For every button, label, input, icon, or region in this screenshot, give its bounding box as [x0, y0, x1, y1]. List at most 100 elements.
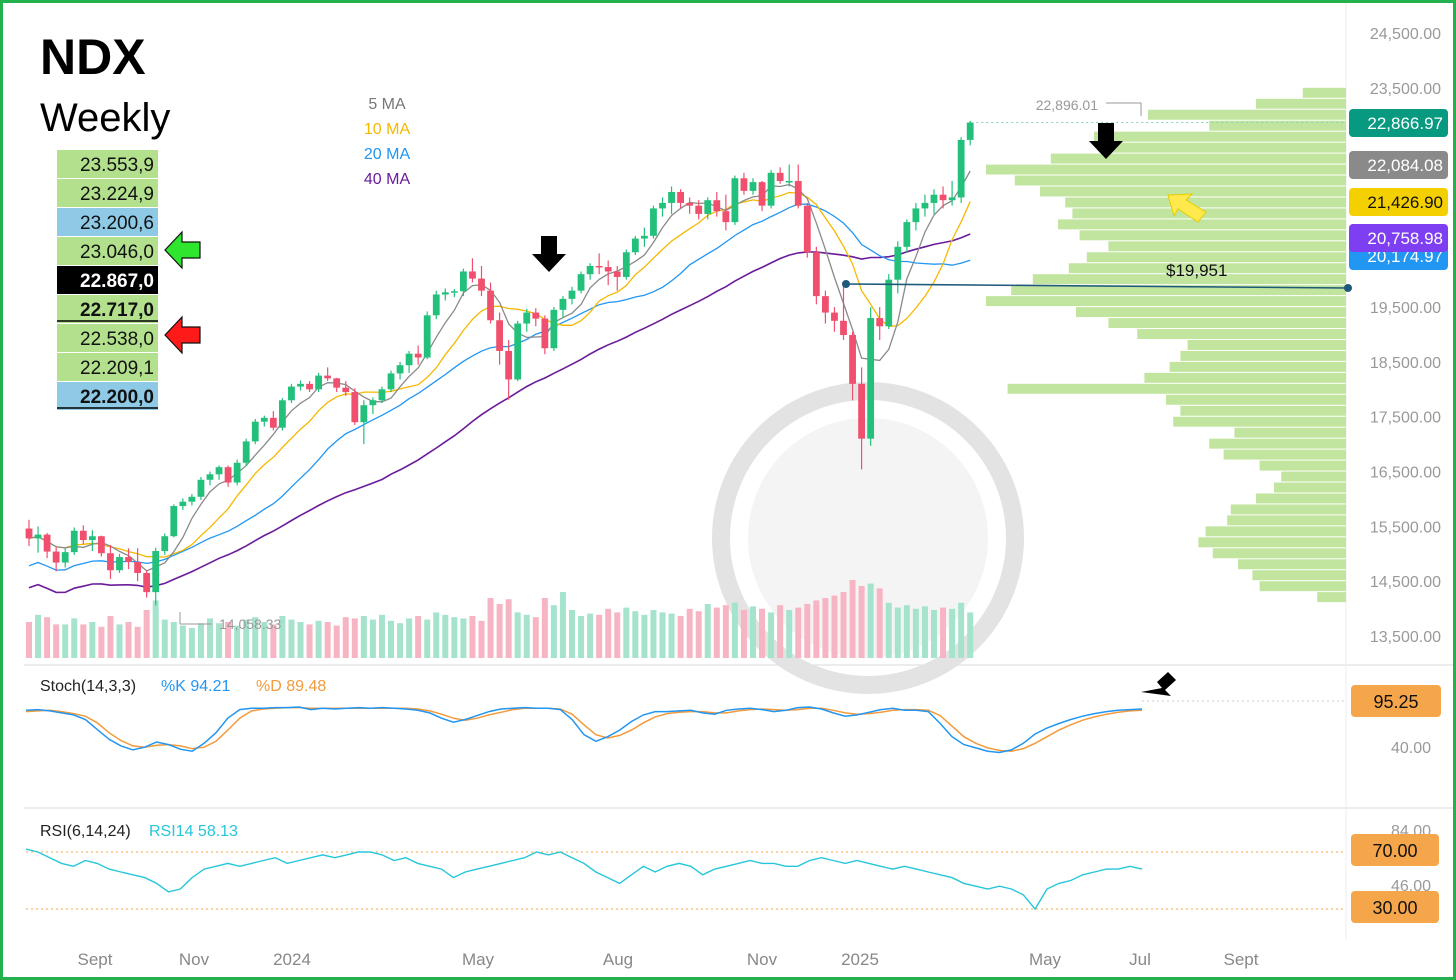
- volume-bar: [659, 612, 666, 658]
- candle-body: [125, 557, 132, 562]
- candle-body: [604, 267, 612, 272]
- volume-bar: [44, 617, 51, 658]
- volume-bar: [505, 599, 512, 658]
- volume-bar: [143, 610, 150, 658]
- candle-body: [514, 323, 522, 380]
- price-tick-label: 13,500.00: [1370, 629, 1441, 646]
- rsi-oversold-tag-bg: [1351, 891, 1439, 923]
- volume-profile-bar: [1173, 416, 1346, 427]
- volume-bar: [98, 626, 105, 658]
- candle-body: [152, 551, 160, 593]
- candle-body: [297, 383, 304, 387]
- candle-body: [505, 350, 513, 380]
- ma-10-line: [28, 191, 971, 558]
- volume-bar: [89, 622, 96, 658]
- volume-bar: [424, 619, 431, 658]
- volume-profile-bar: [1227, 515, 1346, 526]
- volume-bar: [80, 624, 87, 658]
- candle-body: [930, 194, 938, 203]
- time-tick-label: 2025: [841, 950, 879, 969]
- stoch-tag-bg: [1351, 685, 1441, 717]
- volume-profile-bar: [1259, 460, 1346, 471]
- stoch-k-line: [25, 706, 1143, 754]
- rsi-value-label: RSI14 58.13: [149, 823, 238, 840]
- volume-bar: [116, 624, 123, 658]
- volume-bar: [134, 626, 141, 658]
- candle-body: [577, 274, 585, 291]
- volume-bar: [342, 617, 349, 658]
- volume-bar: [369, 619, 376, 658]
- candle-body: [423, 315, 431, 358]
- volume-profile-bar: [1058, 219, 1346, 230]
- volume-bar: [894, 607, 901, 658]
- price-tag: 22,866.97: [1349, 109, 1448, 137]
- volume-bar: [786, 610, 793, 658]
- volume-bar: [722, 605, 729, 658]
- support-level-label: $19,951: [1166, 261, 1227, 280]
- candle-body: [378, 389, 386, 401]
- candle-body: [460, 271, 467, 292]
- price-tag-bg: [1349, 188, 1448, 216]
- price-tick-label: 23,500.00: [1370, 81, 1441, 98]
- volume-bar: [704, 604, 711, 658]
- volume-profile-bar: [1079, 230, 1346, 241]
- candle-body: [740, 178, 748, 191]
- candle-body: [333, 378, 341, 388]
- volume-bar: [931, 610, 937, 658]
- price-tag: 22,084.08: [1349, 151, 1448, 179]
- stoch-tag-value: 95.25: [1373, 692, 1418, 712]
- chart-subtitle: Weekly: [40, 96, 171, 140]
- volume-profile-bar: [1259, 581, 1346, 592]
- candle-body: [260, 417, 268, 422]
- volume-bar: [822, 598, 829, 658]
- ma-5-line: [28, 170, 971, 572]
- candle-body: [704, 200, 712, 214]
- volume-bar: [26, 622, 32, 658]
- volume-profile-bar: [1112, 142, 1346, 153]
- volume-bar: [478, 620, 485, 658]
- candle-body: [324, 375, 332, 379]
- level-row-value: 22.538,0: [80, 329, 154, 350]
- candle-body: [107, 553, 114, 571]
- volume-bar: [840, 592, 847, 658]
- volume-profile-bar: [1144, 372, 1346, 383]
- volume-bar: [596, 614, 603, 658]
- volume-profile-bar: [1238, 559, 1346, 570]
- period-low-marker: [179, 612, 212, 625]
- volume-bar: [460, 618, 467, 658]
- ma-legend-item: 40 MA: [364, 171, 411, 188]
- price-tag: 20,758.98: [1349, 224, 1448, 252]
- volume-bar: [768, 612, 775, 658]
- support-line-end: [1344, 284, 1352, 292]
- price-tag-label: 20,758.98: [1367, 229, 1443, 248]
- volume-bar: [550, 605, 557, 658]
- level-row-bg: [57, 237, 158, 265]
- support-line-start: [842, 280, 850, 288]
- volume-bar: [71, 618, 78, 658]
- time-tick-label: Sept: [78, 950, 113, 969]
- level-row-value: 23.553,9: [80, 155, 154, 176]
- volume-profile-bar: [1274, 482, 1346, 493]
- volume-bar: [243, 619, 250, 658]
- volume-bar: [940, 607, 947, 658]
- level-row-bg: [57, 295, 158, 323]
- candle-body: [206, 474, 214, 480]
- level-row-bg: [57, 179, 158, 207]
- candle-body: [948, 197, 956, 201]
- volume-bar: [686, 608, 693, 658]
- volume-profile-bar: [1223, 449, 1346, 460]
- volume-profile-bar: [1068, 263, 1346, 274]
- candle-body: [342, 387, 350, 393]
- volume-bar: [759, 608, 766, 658]
- volume-profile-bar: [1137, 329, 1346, 339]
- volume-profile-bar: [1040, 186, 1346, 197]
- volume-bar: [451, 617, 458, 658]
- volume-bar: [587, 613, 594, 658]
- volume-bar: [858, 586, 865, 658]
- volume-profile-bar: [1014, 175, 1346, 186]
- candle-body: [957, 139, 965, 198]
- candle-body: [188, 496, 196, 502]
- volume-bar: [306, 624, 313, 658]
